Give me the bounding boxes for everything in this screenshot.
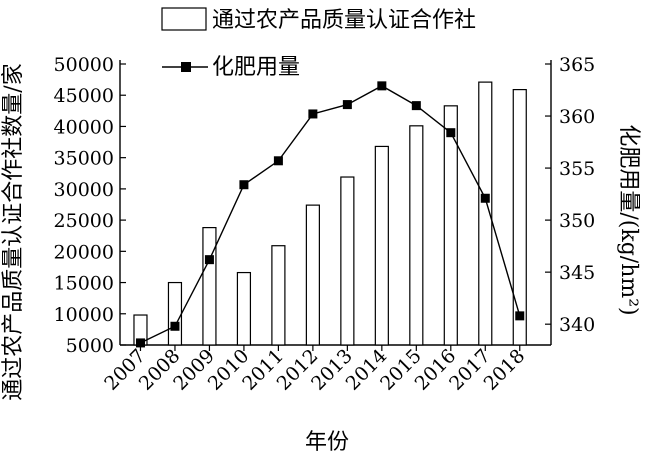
y-right-tick-label: 360 [559, 106, 595, 128]
legend-line-label: 化肥用量 [212, 55, 300, 80]
line-point-2015 [411, 101, 421, 111]
line-point-2007 [135, 338, 145, 348]
y-right-tick-label: 345 [559, 262, 595, 284]
bar-2014 [374, 145, 389, 346]
y-left-tick-label: 15000 [54, 273, 114, 295]
bar-2015 [409, 125, 424, 346]
line-point-2016 [446, 128, 456, 138]
bar-2013 [340, 176, 355, 346]
line-point-2011 [273, 156, 283, 166]
fertilizer-line [140, 85, 521, 344]
y-right-tick-label: 350 [559, 210, 595, 232]
y-left-tick-label: 35000 [54, 148, 114, 170]
x-axis-title: 年份 [305, 430, 349, 455]
bar-2009 [202, 227, 217, 346]
line-point-2014 [377, 81, 387, 91]
y-right-tick-label: 365 [559, 54, 595, 76]
bar-2010 [236, 271, 252, 346]
y-left-tick-label: 30000 [54, 179, 114, 201]
y-left-tick-label: 20000 [54, 241, 114, 263]
bar-2011 [271, 245, 286, 346]
line-point-2012 [308, 109, 318, 119]
line-point-2013 [342, 100, 352, 110]
y-left-tick-label: 50000 [54, 54, 114, 76]
legend-bar-label: 通过农产品质量认证合作社 [212, 8, 476, 33]
x-tick-label-2018: 2018 [480, 345, 530, 395]
line-point-2008 [170, 321, 180, 331]
y-left-tick-label: 5000 [66, 335, 114, 357]
plot-area: 5000 10000 15000 20000 25000 30000 35000 40000 4… [54, 54, 596, 395]
y-axis-right-title: 化肥用量/(kg/hm²) [616, 124, 641, 315]
legend-bar-swatch [161, 7, 207, 31]
y-left-tick-label: 45000 [54, 85, 114, 107]
line-point-2010 [239, 180, 249, 190]
y-left-tick-label: 25000 [54, 210, 114, 232]
legend-line-marker [181, 62, 191, 72]
y-left-tick-label: 10000 [54, 304, 114, 326]
y-axis-left-title: 通过农产品质量认证合作社数量/家 [1, 63, 26, 400]
bar-2012 [305, 204, 320, 346]
line-point-2018 [515, 311, 525, 321]
y-right-tick-label: 340 [559, 314, 595, 336]
line-point-2017 [480, 193, 490, 203]
y-right-tick-label: 355 [559, 158, 595, 180]
y-left-tick-label: 40000 [54, 116, 114, 138]
legend: 通过农产品质量认证合作社 化肥用量 [161, 7, 476, 80]
bar-2008 [167, 281, 183, 346]
bar-2018 [512, 89, 527, 346]
line-point-2009 [204, 255, 214, 265]
